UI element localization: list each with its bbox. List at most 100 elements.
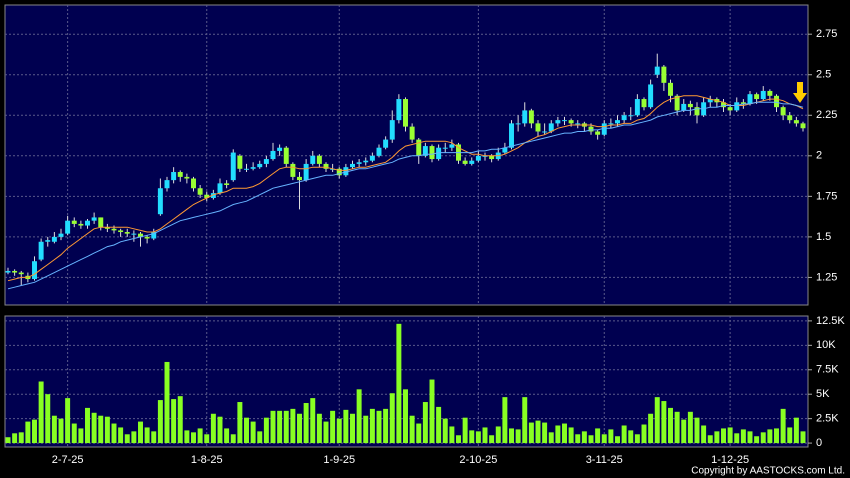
volume-bar xyxy=(230,434,236,444)
candle-body xyxy=(528,110,534,124)
y-tick-label: 2 xyxy=(816,150,822,162)
volume-bar xyxy=(495,426,501,444)
volume-bar xyxy=(151,431,157,444)
moving-average-line xyxy=(7,95,804,282)
y-tick-label: 10K xyxy=(816,339,836,351)
volume-bar xyxy=(18,432,24,444)
moving-average-line xyxy=(7,101,804,290)
volume-bar xyxy=(734,433,740,444)
volume-bar xyxy=(780,408,786,444)
candle-body xyxy=(654,66,660,75)
candle-body xyxy=(681,103,687,111)
volume-bar xyxy=(562,423,567,444)
volume-bar xyxy=(462,417,468,444)
volume-bar xyxy=(489,435,495,444)
volume-bar xyxy=(681,419,687,444)
candle-body xyxy=(257,163,263,168)
candle-body xyxy=(336,168,342,176)
volume-bar xyxy=(389,393,395,444)
volume-bar xyxy=(297,413,302,444)
candle-body xyxy=(32,261,37,280)
candle-body xyxy=(442,147,448,149)
candle-body xyxy=(277,147,283,151)
y-tick-label: 1.25 xyxy=(816,271,837,283)
volume-bar xyxy=(277,410,283,444)
candle-body xyxy=(403,99,408,127)
candle-body xyxy=(509,123,514,148)
volume-bar xyxy=(793,417,799,444)
volume-bar xyxy=(257,431,263,444)
candle-body xyxy=(621,115,627,121)
volume-bar xyxy=(250,421,256,444)
candle-body xyxy=(648,84,654,108)
candle-body xyxy=(548,123,554,132)
candle-body xyxy=(85,220,90,226)
volume-bar xyxy=(157,400,163,444)
candle-body xyxy=(18,272,24,275)
volume-bar xyxy=(118,427,124,444)
volume-bar xyxy=(25,421,31,444)
candle-body xyxy=(429,146,435,160)
volume-bar xyxy=(65,398,71,444)
price-panel xyxy=(4,4,809,306)
volume-bar xyxy=(124,434,130,444)
y-tick-label: 0 xyxy=(816,437,822,449)
volume-bar xyxy=(422,402,428,444)
candle-body xyxy=(230,152,236,181)
candle-body xyxy=(409,126,415,140)
candle-body xyxy=(250,167,256,169)
candle-body xyxy=(608,123,614,125)
volume-bar xyxy=(5,437,11,444)
volume-bar xyxy=(350,413,355,444)
volume-bar xyxy=(104,416,110,444)
volume-bar xyxy=(800,431,806,444)
volume-bar xyxy=(555,425,561,444)
candle-body xyxy=(436,147,442,160)
volume-bar xyxy=(714,431,720,444)
candle-body xyxy=(389,120,395,140)
volume-bar xyxy=(767,429,773,444)
volume-bar xyxy=(449,426,455,444)
candle-body xyxy=(628,115,634,117)
candle-body xyxy=(787,115,793,121)
y-tick-label: 2.75 xyxy=(816,28,837,40)
y-tick-label: 1.75 xyxy=(816,190,837,202)
candle-body xyxy=(668,82,673,96)
candle-body xyxy=(171,172,177,181)
volume-bar xyxy=(356,389,362,444)
volume-bar xyxy=(787,427,793,444)
volume-bar xyxy=(528,422,534,444)
candle-body xyxy=(515,123,521,125)
candle-body xyxy=(356,162,362,164)
candle-body xyxy=(270,150,276,160)
candle-body xyxy=(45,240,51,242)
candle-body xyxy=(12,270,18,273)
volume-bar xyxy=(270,410,276,444)
candle-body xyxy=(217,183,223,194)
candle-body xyxy=(310,155,316,164)
candle-body xyxy=(760,90,766,100)
candle-body xyxy=(65,220,71,234)
y-tick-label: 7.5K xyxy=(816,364,839,376)
volume-bar xyxy=(138,421,143,444)
candle-body xyxy=(290,163,296,177)
candle-body xyxy=(396,99,402,121)
volume-bar xyxy=(456,435,461,444)
volume-bar xyxy=(469,430,475,444)
candle-body xyxy=(595,131,601,135)
volume-bar xyxy=(774,428,779,444)
volume-bar xyxy=(164,361,170,444)
candle-body xyxy=(575,123,581,125)
volume-bar xyxy=(694,417,700,444)
volume-bar xyxy=(58,418,64,444)
volume-bar xyxy=(621,425,627,444)
y-tick-label: 2.5K xyxy=(816,413,839,425)
candle-body xyxy=(615,120,620,124)
volume-bar xyxy=(588,435,594,444)
candle-body xyxy=(634,99,640,116)
volume-bar xyxy=(98,415,104,444)
volume-bar xyxy=(581,431,587,444)
candle-body xyxy=(297,176,302,181)
candle-body xyxy=(38,241,44,260)
volume-bar xyxy=(91,412,97,444)
